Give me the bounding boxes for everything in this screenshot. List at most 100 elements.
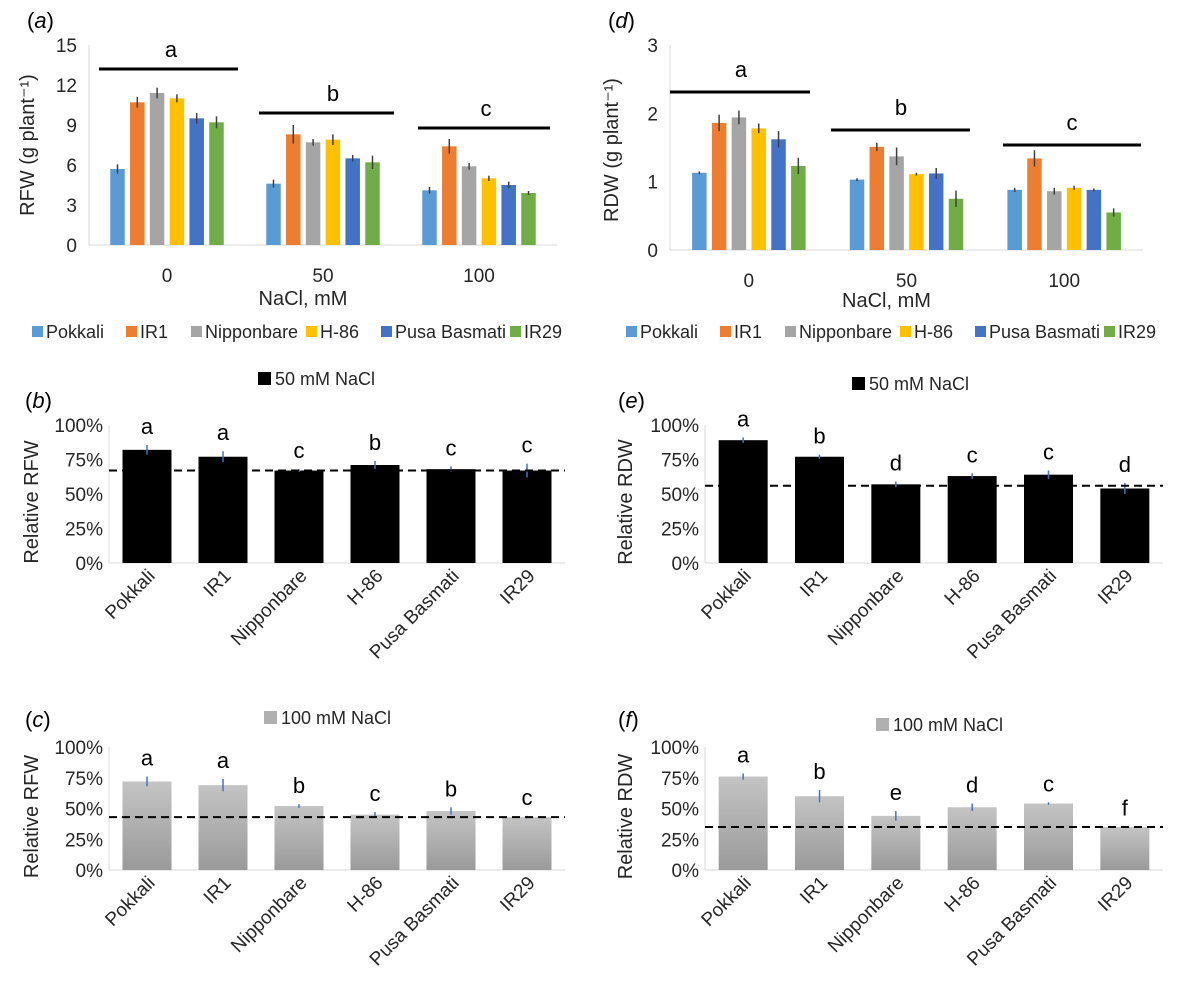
relative-bar-chart: 50 mM NaCl 0% 25% 50% 75% 100% a Pokkali b IR1 d Ni…	[615, 374, 1163, 663]
panel-label: (b)	[25, 388, 52, 413]
relative-bar-chart: 100 mM NaCl 0% 25% 50% 75% 100% a Pokkali a IR1 b N…	[21, 708, 565, 970]
y-tick-label: 1	[647, 173, 658, 194]
bar	[350, 465, 400, 563]
x-tick-label: H-86	[344, 566, 388, 610]
y-tick-label: 12	[56, 76, 77, 97]
bar	[198, 456, 248, 563]
legend-label: IR1	[734, 322, 762, 342]
bar	[871, 815, 921, 870]
x-tick-label: Nipponbare	[227, 566, 311, 650]
legend-label: IR29	[1118, 322, 1156, 342]
bar	[1100, 826, 1150, 870]
y-axis-label: Relative RDW	[615, 754, 637, 880]
y-tick-label: 25%	[65, 520, 103, 541]
y-tick-label: 100%	[54, 416, 103, 437]
legend-swatch	[258, 372, 271, 385]
bar	[274, 470, 324, 563]
y-tick-label: 25%	[661, 520, 699, 541]
bar	[1024, 803, 1073, 870]
y-tick-label: 3	[66, 196, 77, 217]
bar	[149, 93, 165, 245]
x-tick-label: IR1	[200, 873, 236, 909]
bar	[751, 128, 766, 250]
significance-letter: b	[813, 424, 825, 449]
bar	[849, 179, 865, 250]
y-tick-label: 0%	[672, 554, 700, 575]
x-tick-label: Nipponbare	[227, 873, 311, 957]
bar	[502, 817, 552, 870]
significance-letter: d	[1119, 452, 1131, 477]
legend-label: 50 mM NaCl	[275, 369, 375, 389]
bar	[889, 156, 904, 250]
bar	[122, 781, 172, 870]
significance-letter: c	[522, 433, 533, 458]
bar	[1100, 488, 1150, 563]
bar	[731, 117, 747, 250]
y-tick-label: 75%	[661, 769, 699, 790]
bar	[130, 102, 145, 245]
bar	[189, 118, 204, 245]
x-tick-label: 50	[896, 271, 917, 292]
y-tick-label: 100%	[650, 416, 699, 437]
bar	[481, 178, 497, 245]
y-tick-label: 100%	[54, 738, 103, 759]
bar	[442, 146, 457, 245]
x-tick-label: Pokkali	[698, 873, 756, 931]
x-tick-label: 100	[463, 266, 495, 287]
bar	[461, 166, 477, 245]
group-letter: c	[1067, 110, 1078, 135]
legend-label: Pokkali	[640, 322, 698, 342]
panel-label: (d)	[608, 8, 635, 33]
significance-letter: a	[737, 742, 750, 767]
y-tick-label: 75%	[661, 451, 699, 472]
legend-swatch	[191, 326, 202, 337]
bar	[791, 165, 806, 250]
x-tick-label: Pokkali	[698, 566, 756, 624]
legend-label: 50 mM NaCl	[869, 374, 969, 394]
legend-label: H-86	[320, 322, 359, 342]
y-tick-label: 0	[647, 241, 658, 262]
legend-swatch	[975, 326, 986, 337]
x-tick-label: IR1	[200, 566, 236, 602]
y-tick-label: 50%	[65, 800, 103, 821]
bar	[266, 183, 281, 245]
legend-swatch	[32, 326, 43, 337]
significance-letter: a	[141, 746, 154, 771]
significance-letter: b	[445, 776, 457, 801]
significance-letter: f	[1122, 795, 1129, 820]
y-tick-label: 15	[56, 36, 77, 57]
legend-label: 100 mM NaCl	[281, 708, 391, 728]
bar	[1007, 189, 1022, 250]
significance-letter: a	[141, 414, 154, 439]
bar	[692, 172, 707, 250]
significance-letter: e	[890, 780, 902, 805]
x-axis-label: NaCl, mM	[842, 290, 931, 312]
y-tick-label: 50%	[661, 800, 699, 821]
bar	[209, 122, 224, 245]
significance-letter: d	[890, 451, 902, 476]
x-tick-label: IR1	[796, 873, 832, 909]
significance-letter: d	[966, 773, 978, 798]
x-tick-label: IR1	[796, 566, 832, 602]
legend-swatch	[876, 718, 889, 731]
y-tick-label: 100%	[650, 738, 699, 759]
significance-letter: b	[293, 773, 305, 798]
bar	[422, 190, 437, 245]
legend-swatch	[264, 711, 277, 724]
x-tick-label: 100	[1048, 271, 1080, 292]
grouped-bar-chart: 0 3 6 9 12 15 0 50 100 a b c RFW (g plant⁻¹) NaCl, mM…	[17, 36, 562, 342]
panel-label: (f)	[618, 707, 639, 732]
bar	[274, 806, 324, 870]
bar	[501, 185, 516, 245]
legend-label: Pusa Basmati	[989, 322, 1100, 342]
bar	[110, 169, 125, 245]
bar	[1086, 189, 1102, 250]
significance-letter: a	[217, 420, 230, 445]
bar	[1027, 158, 1042, 250]
bar	[771, 139, 786, 250]
significance-letter: c	[522, 785, 533, 810]
y-tick-label: 0%	[76, 861, 104, 882]
x-tick-label: Nipponbare	[824, 566, 908, 650]
legend-label: IR1	[140, 322, 168, 342]
